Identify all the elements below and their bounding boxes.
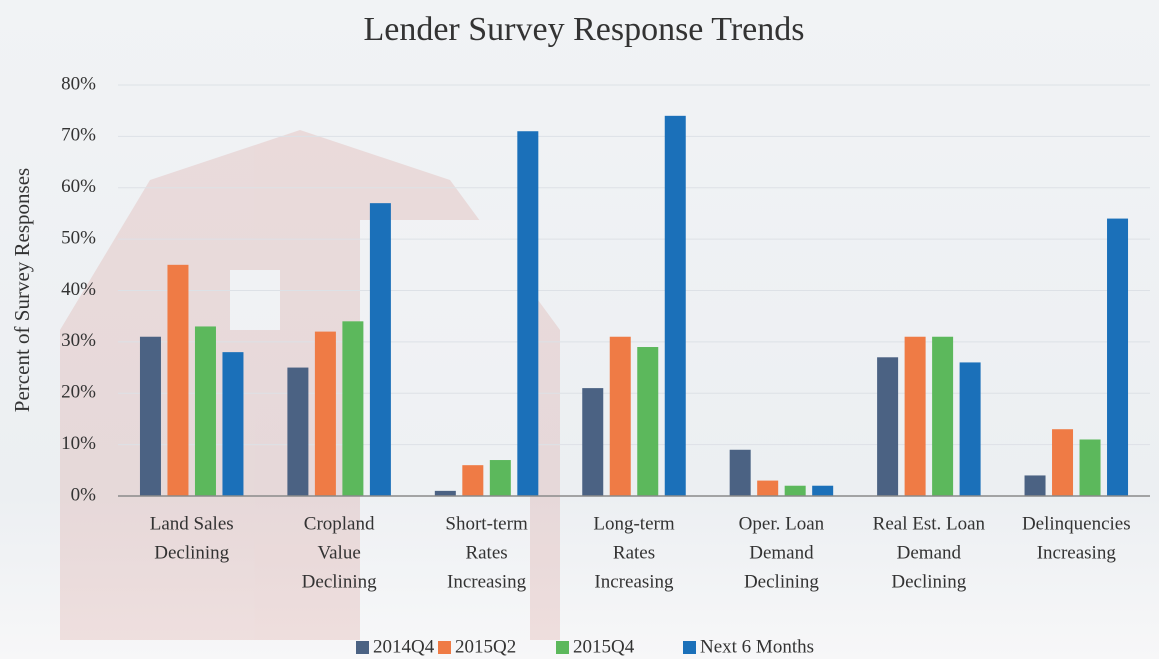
- y-tick-label: 60%: [61, 176, 96, 197]
- x-tick-label: Demand: [749, 542, 814, 563]
- legend-swatch: [683, 641, 696, 654]
- y-tick-label: 80%: [61, 73, 96, 94]
- bar: [1024, 475, 1046, 496]
- x-tick-label: Declining: [302, 571, 377, 592]
- x-tick-label: Long-term: [593, 513, 674, 534]
- bar: [664, 115, 686, 496]
- x-tick-label: Oper. Loan: [739, 513, 825, 534]
- x-tick-label: Declining: [744, 571, 819, 592]
- x-tick-label: Rates: [613, 542, 655, 563]
- bar: [582, 388, 604, 496]
- x-tick-label: Value: [318, 542, 361, 563]
- bar: [1052, 429, 1074, 496]
- legend-label: Next 6 Months: [700, 636, 814, 657]
- bar: [194, 326, 216, 496]
- bar: [462, 465, 484, 496]
- bar: [369, 203, 391, 496]
- y-tick-label: 70%: [61, 125, 96, 146]
- bar: [167, 264, 189, 496]
- bar: [222, 352, 244, 496]
- y-axis-label: Percent of Survey Responses: [10, 168, 34, 412]
- x-tick-label: Increasing: [447, 571, 527, 592]
- x-tick-label: Real Est. Loan: [873, 513, 986, 534]
- x-tick-label: Delinquencies: [1022, 513, 1131, 534]
- bar: [609, 336, 631, 496]
- y-tick-label: 0%: [71, 484, 97, 505]
- bar: [489, 460, 511, 496]
- legend-swatch: [356, 641, 369, 654]
- bar: [812, 485, 834, 496]
- y-tick-label: 20%: [61, 382, 96, 403]
- bar: [1107, 218, 1129, 496]
- bar: [314, 331, 336, 496]
- x-tick-label: Cropland: [304, 513, 375, 534]
- legend-swatch: [438, 641, 451, 654]
- bar: [877, 357, 899, 496]
- bar: [932, 336, 954, 496]
- x-tick-label: Land Sales: [150, 513, 234, 534]
- bar: [784, 485, 806, 496]
- bar: [434, 490, 456, 496]
- x-tick-label: Increasing: [594, 571, 674, 592]
- x-tick-label: Declining: [891, 571, 966, 592]
- bar: [287, 367, 309, 496]
- bar: [637, 347, 659, 496]
- bar: [139, 336, 161, 496]
- y-tick-label: 50%: [61, 227, 96, 248]
- bar: [729, 449, 751, 496]
- x-tick-label: Increasing: [1037, 542, 1117, 563]
- legend-label: 2015Q4: [573, 636, 635, 657]
- legend-label: 2015Q2: [455, 636, 516, 657]
- bar: [904, 336, 926, 496]
- bar: [342, 321, 364, 496]
- bar: [959, 362, 981, 496]
- x-tick-label: Short-term: [445, 513, 528, 534]
- legend-label: 2014Q4: [373, 636, 435, 657]
- legend-swatch: [556, 641, 569, 654]
- y-tick-label: 10%: [61, 433, 96, 454]
- x-tick-label: Demand: [897, 542, 962, 563]
- bar: [1079, 439, 1101, 496]
- bar: [757, 480, 779, 496]
- chart-title: Lender Survey Response Trends: [363, 11, 804, 48]
- y-tick-label: 40%: [61, 279, 96, 300]
- x-tick-label: Rates: [465, 542, 507, 563]
- y-tick-label: 30%: [61, 330, 96, 351]
- bar: [517, 131, 539, 497]
- x-tick-label: Declining: [154, 542, 229, 563]
